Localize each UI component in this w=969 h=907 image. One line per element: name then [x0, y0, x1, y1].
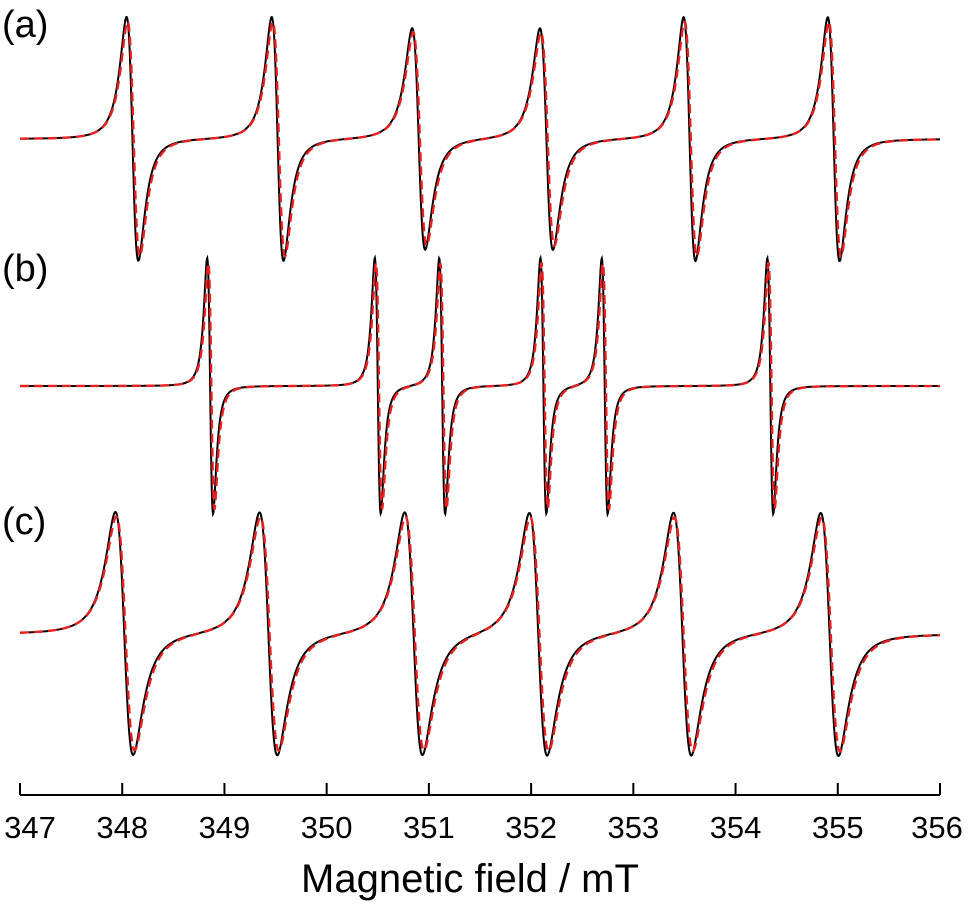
simulated-spectrum-line — [20, 19, 940, 259]
experimental-spectrum-line — [19, 15, 940, 263]
panel-label: (b) — [2, 248, 48, 290]
experimental-spectrum-line — [19, 510, 941, 758]
x-tick-label: 351 — [403, 810, 455, 845]
x-tick-label: 353 — [607, 810, 659, 845]
simulated-spectrum-line — [19, 515, 941, 753]
x-axis-title: Magnetic field / mT — [301, 857, 639, 901]
x-tick-label: 354 — [710, 810, 762, 845]
x-tick-label: 347 — [4, 810, 56, 845]
panel-label: (a) — [2, 4, 48, 46]
plot-area: (a) (b) (c) — [2, 4, 941, 758]
x-tick-label: 349 — [199, 810, 251, 845]
x-tick-label: 352 — [505, 810, 557, 845]
x-tick-label: 350 — [301, 810, 353, 845]
simulated-spectrum-line — [20, 261, 940, 511]
x-tick-label: 356 — [911, 810, 963, 845]
x-tick-label: 355 — [812, 810, 864, 845]
panel-label: (c) — [2, 501, 46, 543]
x-axis: 347 348 349 350 351 352 353 354 355 356 — [4, 783, 963, 845]
x-tick-label: 348 — [96, 810, 148, 845]
